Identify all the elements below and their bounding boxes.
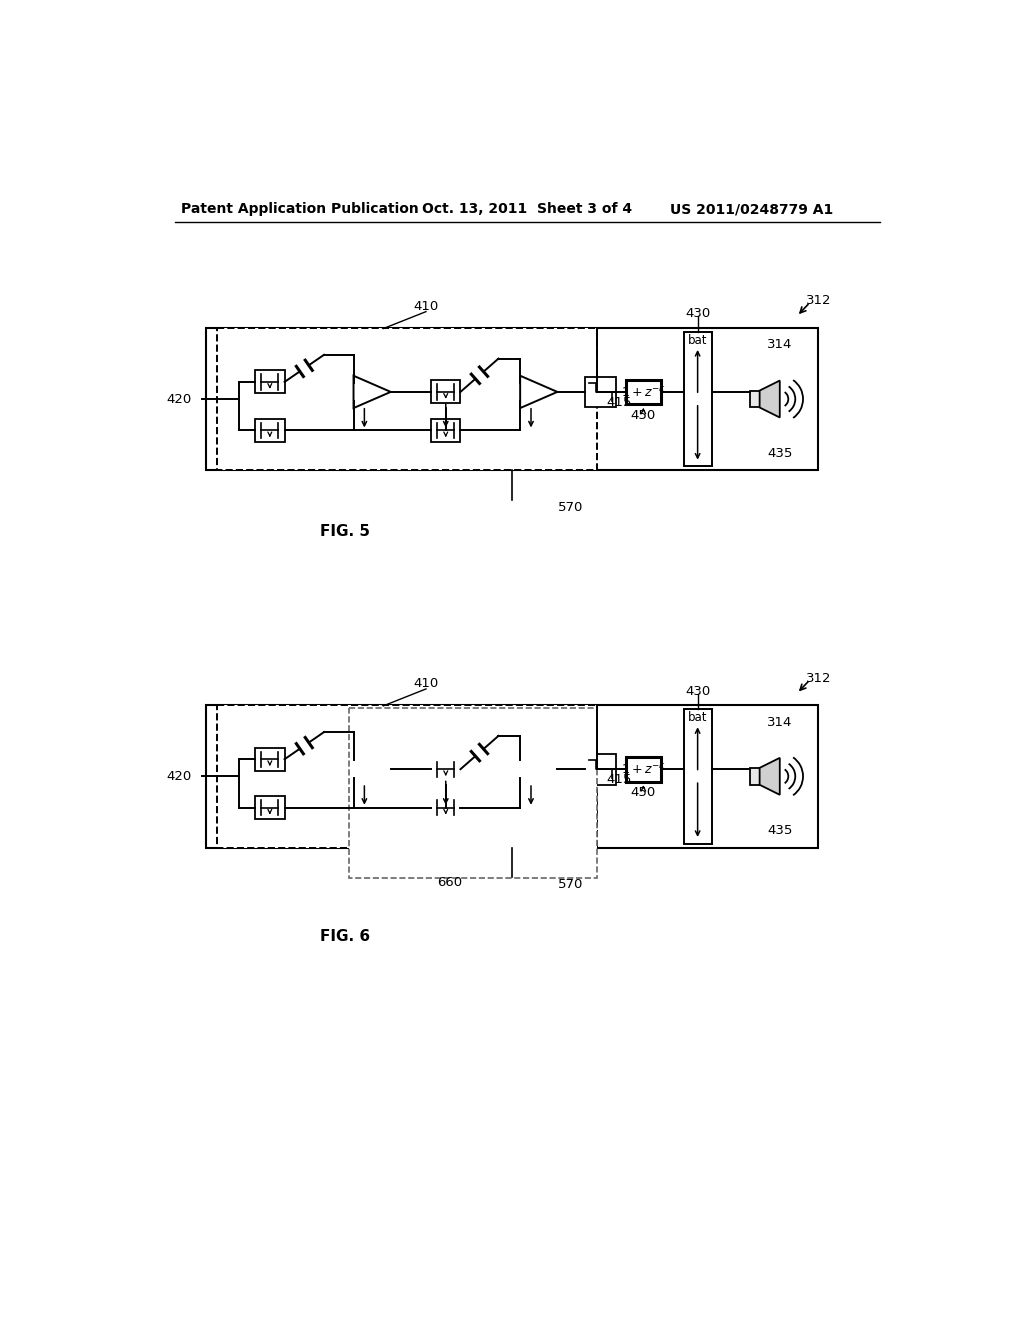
Bar (255, 796, 285, 820)
Text: 415: 415 (606, 396, 632, 409)
Bar (255, 418, 285, 442)
Text: 312: 312 (806, 294, 831, 308)
Bar (206, 327, 818, 470)
Bar (626, 380, 662, 404)
Bar (217, 705, 597, 847)
Text: US 2011/0248779 A1: US 2011/0248779 A1 (671, 202, 834, 216)
Text: 420: 420 (166, 392, 191, 405)
Text: 314: 314 (767, 715, 793, 729)
Bar (255, 747, 285, 771)
Text: FIG. 5: FIG. 5 (319, 524, 370, 540)
Bar (626, 756, 662, 781)
Text: 570: 570 (558, 878, 584, 891)
Bar (431, 418, 461, 442)
Text: 450: 450 (631, 408, 656, 421)
Text: 415: 415 (606, 774, 632, 787)
Bar (349, 708, 597, 878)
Text: 435: 435 (767, 824, 793, 837)
Bar (431, 758, 461, 780)
Bar (750, 391, 760, 408)
Text: 450: 450 (631, 785, 656, 799)
Bar (750, 768, 760, 785)
Bar (255, 371, 285, 393)
Bar (431, 380, 461, 404)
Text: 410: 410 (414, 677, 438, 690)
Bar (217, 327, 597, 470)
Text: Oct. 13, 2011  Sheet 3 of 4: Oct. 13, 2011 Sheet 3 of 4 (423, 202, 633, 216)
Text: 314: 314 (767, 338, 793, 351)
Text: Patent Application Publication: Patent Application Publication (180, 202, 419, 216)
Text: 430: 430 (685, 308, 711, 321)
Bar (684, 331, 712, 466)
Text: $1+z^{-k}$: $1+z^{-k}$ (621, 384, 666, 400)
Bar (684, 709, 712, 843)
Bar (206, 705, 818, 847)
Bar (586, 376, 616, 408)
Text: 430: 430 (685, 685, 711, 698)
Text: bat: bat (688, 334, 708, 347)
Text: FIG. 6: FIG. 6 (319, 928, 370, 944)
Text: bat: bat (688, 711, 708, 723)
Text: 312: 312 (806, 672, 831, 685)
Text: 420: 420 (166, 770, 191, 783)
Text: 660: 660 (437, 875, 462, 888)
Text: 410: 410 (414, 300, 438, 313)
Polygon shape (760, 758, 779, 795)
Text: 435: 435 (767, 446, 793, 459)
Text: $1+z^{-k}$: $1+z^{-k}$ (621, 762, 666, 777)
Bar (431, 796, 461, 820)
Text: 570: 570 (558, 500, 584, 513)
Polygon shape (760, 380, 779, 417)
Bar (586, 754, 616, 784)
